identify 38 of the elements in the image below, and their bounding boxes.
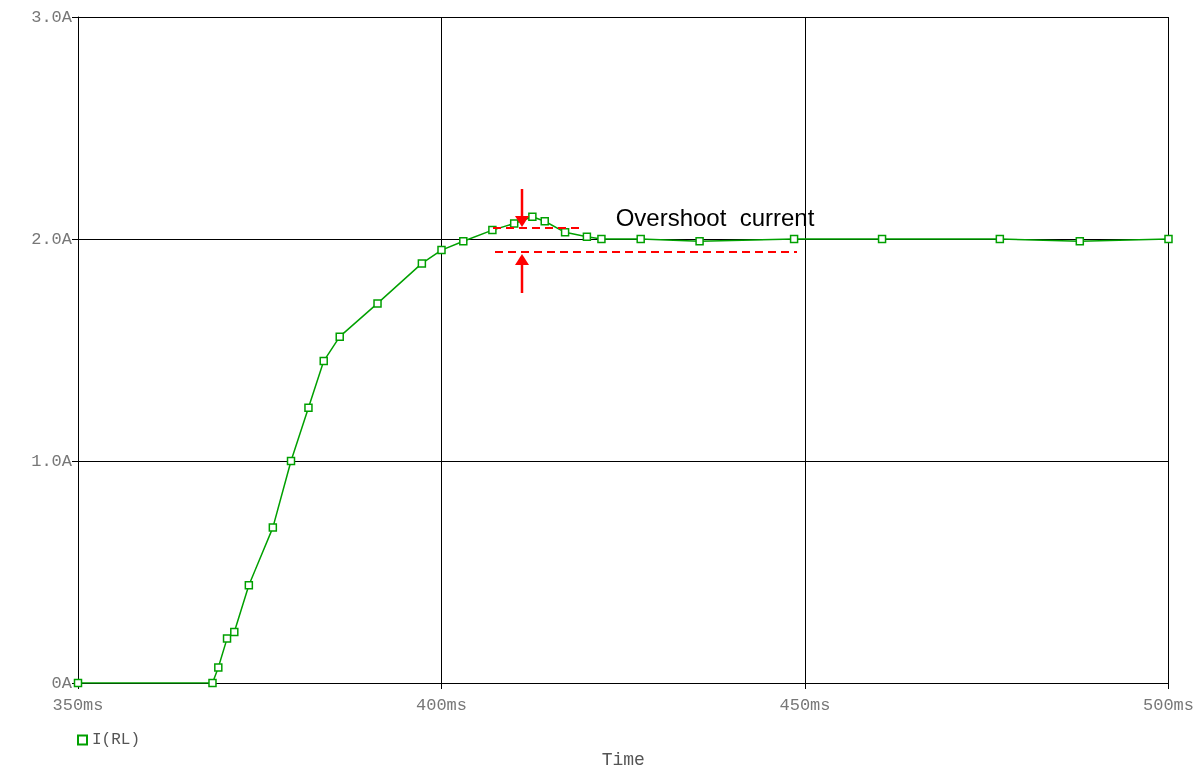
point	[230, 627, 239, 637]
point	[509, 219, 519, 228]
point	[459, 236, 468, 246]
point	[373, 299, 382, 308]
point	[222, 634, 232, 643]
point	[335, 332, 344, 341]
point	[582, 232, 592, 242]
point	[877, 234, 887, 244]
legend-label: I(RL)	[92, 731, 141, 749]
point	[636, 234, 645, 244]
point	[528, 212, 537, 222]
point	[597, 234, 606, 244]
point	[208, 678, 217, 688]
point	[695, 236, 704, 246]
point	[268, 523, 278, 532]
point	[1164, 234, 1173, 244]
x-axis-title: Time	[601, 750, 645, 770]
y-tick-label: 0A	[51, 673, 73, 693]
point	[417, 259, 427, 268]
point	[244, 581, 254, 590]
point	[560, 228, 570, 237]
point	[286, 456, 296, 466]
point	[1075, 236, 1085, 246]
point	[540, 216, 549, 226]
point	[214, 663, 223, 672]
point	[304, 403, 313, 412]
point	[319, 356, 328, 366]
x-tick-label: 350ms	[52, 696, 104, 715]
y-tick-label: 2.0A	[31, 229, 73, 249]
x-tick-label: 450ms	[779, 696, 831, 715]
x-tick-label: 500ms	[1142, 696, 1194, 715]
point	[73, 678, 83, 688]
point	[995, 234, 1005, 244]
point	[789, 234, 799, 244]
y-tick-label: 1.0A	[31, 451, 73, 471]
y-tick-label: 3.0A	[31, 7, 73, 27]
point	[437, 245, 446, 255]
x-tick-label: 400ms	[415, 696, 468, 715]
